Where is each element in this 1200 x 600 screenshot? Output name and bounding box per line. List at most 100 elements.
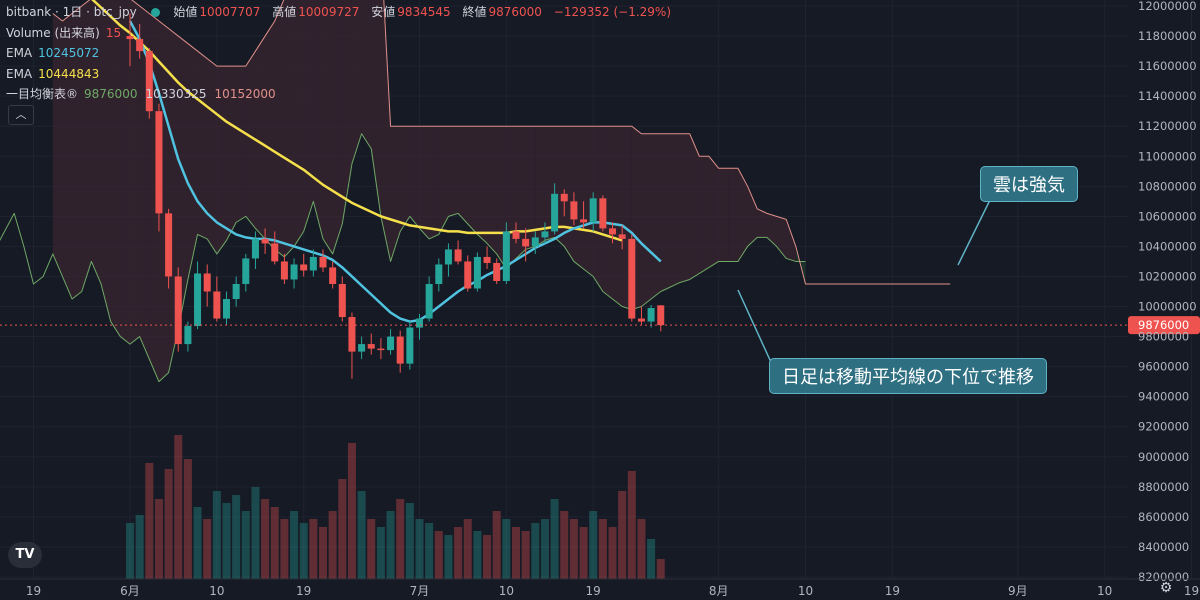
candle-body [599,198,607,229]
volume-bar [550,499,559,579]
x-tick-label: 19 [296,584,311,598]
cloud-segment [718,168,729,262]
volume-bar [280,519,289,579]
candle-body [377,348,385,351]
candle-body [213,291,221,319]
cloud-segment [757,208,767,238]
candle-body [396,336,404,364]
collapse-legend-button[interactable]: ︿ [8,105,34,125]
volume-bar [579,527,588,579]
ema-fast-label: EMA [6,46,33,60]
candle-body [425,283,433,319]
volume-bar [608,527,617,579]
candles [126,13,665,379]
cloud-segment [429,126,439,239]
volume-bar [126,523,134,579]
candle-body [541,231,549,238]
candle-body [203,273,211,292]
candle-body [358,344,366,352]
close-value: 9876000 [488,5,542,19]
candle-body [242,258,250,284]
cloud-segment [274,0,285,257]
cloud-segment [380,0,391,262]
ichimoku-value-3: 10152000 [214,87,276,101]
span-b-line [52,0,951,285]
candle-body [271,243,279,262]
ichimoku-legend-row[interactable]: 一目均衡表® 9876000 10330325 10152000 [6,84,679,105]
candle-body [145,51,153,112]
symbol-title[interactable]: bitbank · 1日 · btc_jpy [6,5,137,19]
y-tick-label: 10800000 [1138,179,1197,193]
cloud-segment [72,6,82,300]
candle-body [454,249,462,262]
legend: bitbank · 1日 · btc_jpy 始値 10007707 高値 1000… [6,2,679,105]
candle-body [609,228,616,235]
volume-bar [309,519,318,579]
cloud-segment [467,126,478,235]
cloud-segment [766,213,777,247]
volume-bar [376,527,385,579]
candle-body [416,318,423,328]
cloud-segment [62,13,73,300]
volume-bar [473,531,482,579]
tradingview-logo[interactable]: TV [8,542,42,568]
low-value: 9834545 [397,5,451,19]
cloud-segment [535,126,545,247]
ichimoku-value-2: 10330325 [145,87,207,101]
volume-bar [492,511,501,579]
x-tick-label: 10 [499,584,514,598]
cloud-segment [91,0,102,284]
cloud-annotation[interactable]: 雲は強気 [980,166,1078,202]
ema-fast-line [128,20,662,323]
ema-slow-legend-row[interactable]: EMA 10444843 [6,64,679,85]
candle-body [618,234,626,239]
x-tick-label: 9月 [1008,584,1028,598]
cloud-segment [776,216,787,259]
y-tick-label: 12000000 [1138,0,1197,13]
x-tick-label: 10 [1097,584,1112,598]
y-tick-label: 9800000 [1138,330,1189,344]
cloud-segment [728,168,738,262]
x-tick-label: 7月 [410,584,430,598]
cloud-segment [342,0,352,224]
volume-bar [627,471,636,579]
cloud-segment [448,126,459,217]
y-tick-label: 11400000 [1138,89,1197,103]
candle-body [483,256,491,263]
volume-label: Volume (出来高) [6,25,100,40]
cloud-segment [101,0,111,322]
cloud-segment [487,126,497,254]
settings-gear-icon[interactable]: ⚙ [1159,580,1173,596]
ma-annotation[interactable]: 日足は移動平均線の下位で推移 [769,358,1047,394]
cloud-segment [130,0,140,345]
volume-bar [405,503,414,579]
candle-body [493,262,501,281]
candle-body [512,231,520,239]
cloud-segment [351,0,362,164]
cloud-segment [786,219,796,262]
candle-body [444,249,452,265]
close-label: 終値 [462,5,487,19]
candle-body [300,264,308,271]
volume-bar [521,531,530,579]
volume-bar [569,519,578,579]
y-tick-label: 9600000 [1138,360,1189,374]
y-tick-label: 8800000 [1138,480,1189,494]
ema-fast-legend-row[interactable]: EMA 10245072 [6,43,679,64]
cloud-segment [294,0,304,247]
candle-body [647,308,655,322]
candle-body [570,201,578,220]
volume-bar [463,519,472,579]
y-tick-label: 9000000 [1138,450,1189,464]
volume-legend-row[interactable]: Volume (出来高) 15 [6,23,679,44]
candle-body [251,238,259,259]
candle-body [531,237,539,247]
cloud-segment [689,133,700,280]
cloud-segment [187,43,198,280]
y-tick-label: 8200000 [1138,570,1189,584]
cloud-segment [178,36,188,330]
current-price-label: 9876000 [1138,318,1189,332]
